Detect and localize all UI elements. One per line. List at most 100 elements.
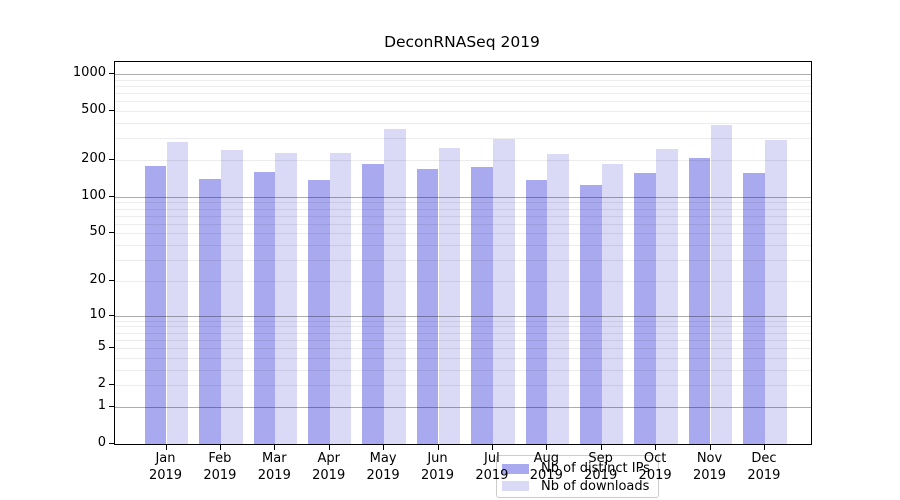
bar-distinct-ips-may bbox=[362, 164, 385, 444]
y-tick-10 bbox=[109, 314, 114, 316]
x-tick-nov bbox=[709, 444, 711, 450]
x-tick-label-nov: Nov 2019 bbox=[692, 451, 727, 483]
bar-downloads-jun bbox=[438, 147, 461, 444]
plot-area: Nb of distinct IPs Nb of downloads bbox=[114, 61, 812, 498]
legend-label-downloads: Nb of downloads bbox=[541, 478, 650, 494]
legend-item-distinct-ips: Nb of distinct IPs bbox=[502, 460, 652, 478]
x-tick-may bbox=[383, 444, 385, 450]
x-tick-label-jul: Jul 2019 bbox=[475, 451, 509, 483]
x-tick-jul bbox=[491, 444, 493, 450]
y-tick-label-200: 200 bbox=[81, 150, 106, 166]
x-tick-label-jun: Jun 2019 bbox=[420, 451, 455, 483]
gridline-900 bbox=[115, 79, 811, 81]
x-tick-jun bbox=[437, 444, 439, 450]
legend-label-distinct-ips: Nb of distinct IPs bbox=[541, 461, 650, 477]
gridline-2 bbox=[115, 385, 811, 387]
bar-downloads-oct bbox=[656, 148, 678, 444]
gridline-200 bbox=[115, 159, 811, 161]
gridline-50 bbox=[115, 233, 811, 235]
y-tick-label-1000: 1000 bbox=[72, 64, 106, 80]
gridline-500 bbox=[115, 111, 811, 112]
legend-swatch-distinct-ips bbox=[502, 463, 529, 474]
bar-distinct-ips-jul bbox=[471, 167, 493, 444]
gridline-700 bbox=[115, 93, 811, 94]
gridline-70 bbox=[115, 215, 811, 217]
x-tick-sep bbox=[600, 444, 602, 450]
bar-downloads-jan bbox=[166, 141, 189, 444]
x-tick-apr bbox=[328, 444, 330, 450]
y-tick-1 bbox=[109, 405, 114, 407]
x-tick-label-aug: Aug 2019 bbox=[529, 451, 563, 483]
gridline-4 bbox=[115, 357, 811, 359]
y-tick-label-50: 50 bbox=[89, 224, 106, 240]
y-tick-500 bbox=[109, 110, 114, 111]
gridline-1 bbox=[115, 406, 811, 408]
bar-downloads-nov bbox=[710, 125, 733, 444]
x-tick-feb bbox=[219, 444, 221, 450]
y-tick-label-20: 20 bbox=[89, 271, 106, 287]
y-tick-5 bbox=[109, 347, 114, 348]
bar-downloads-apr bbox=[329, 152, 352, 444]
y-tick-label-5: 5 bbox=[97, 339, 106, 354]
gridline-10 bbox=[115, 315, 811, 317]
x-tick-label-mar: Mar 2019 bbox=[257, 451, 291, 483]
legend: Nb of distinct IPs Nb of downloads bbox=[496, 455, 659, 498]
bar-downloads-sep bbox=[601, 163, 624, 444]
x-tick-label-sep: Sep 2019 bbox=[584, 451, 618, 483]
x-tick-label-apr: Apr 2019 bbox=[312, 451, 346, 483]
legend-item-downloads: Nb of downloads bbox=[502, 478, 652, 496]
gridline-80 bbox=[115, 208, 811, 210]
gridline-600 bbox=[115, 101, 811, 103]
legend-swatch-downloads bbox=[502, 481, 529, 492]
gridline-6 bbox=[115, 339, 811, 341]
y-tick-50 bbox=[109, 232, 114, 234]
y-tick-1000 bbox=[109, 72, 114, 74]
bar-distinct-ips-jan bbox=[144, 165, 167, 444]
gridline-40 bbox=[115, 245, 811, 247]
gridline-30 bbox=[115, 260, 811, 262]
y-tick-label-500: 500 bbox=[81, 102, 106, 117]
x-tick-label-feb: Feb 2019 bbox=[203, 451, 237, 483]
y-tick-200 bbox=[109, 158, 114, 160]
y-tick-2 bbox=[109, 384, 114, 386]
gridline-20 bbox=[115, 280, 811, 282]
chart-title: DeconRNASeq 2019 bbox=[384, 33, 540, 51]
gridline-8 bbox=[115, 326, 811, 328]
y-tick-label-1: 1 bbox=[97, 397, 106, 413]
bar-downloads-dec bbox=[764, 140, 787, 444]
y-tick-label-100: 100 bbox=[81, 187, 106, 203]
gridline-3 bbox=[115, 369, 811, 371]
x-tick-label-jan: Jan 2019 bbox=[148, 451, 183, 483]
gridline-90 bbox=[115, 202, 811, 204]
y-tick-label-0: 0 bbox=[97, 435, 106, 450]
gridline-100 bbox=[115, 196, 811, 198]
y-tick-label-2: 2 bbox=[97, 376, 106, 392]
bar-distinct-ips-dec bbox=[743, 173, 765, 444]
x-tick-dec bbox=[763, 444, 765, 450]
gridline-7 bbox=[115, 332, 811, 334]
y-tick-label-10: 10 bbox=[89, 306, 106, 322]
x-tick-mar bbox=[274, 444, 276, 450]
bar-downloads-may bbox=[384, 128, 406, 444]
bar-downloads-jul bbox=[492, 139, 515, 444]
gridline-1000 bbox=[115, 73, 811, 75]
gridline-9 bbox=[115, 320, 811, 322]
bar-distinct-ips-apr bbox=[307, 179, 330, 444]
bar-distinct-ips-oct bbox=[634, 173, 657, 444]
bar-downloads-feb bbox=[220, 150, 243, 444]
bar-distinct-ips-nov bbox=[688, 158, 711, 444]
x-tick-oct bbox=[655, 444, 657, 450]
bar-distinct-ips-mar bbox=[253, 171, 276, 444]
gridline-5 bbox=[115, 348, 811, 349]
x-tick-aug bbox=[546, 444, 548, 450]
y-tick-20 bbox=[109, 279, 114, 281]
x-tick-label-may: May 2019 bbox=[366, 451, 400, 483]
gridline-60 bbox=[115, 223, 811, 225]
x-tick-jan bbox=[165, 444, 167, 450]
bar-downloads-mar bbox=[275, 152, 298, 444]
gridline-300 bbox=[115, 138, 811, 140]
x-tick-label-dec: Dec 2019 bbox=[747, 451, 781, 483]
bar-downloads-aug bbox=[547, 153, 570, 444]
gridline-800 bbox=[115, 85, 811, 87]
